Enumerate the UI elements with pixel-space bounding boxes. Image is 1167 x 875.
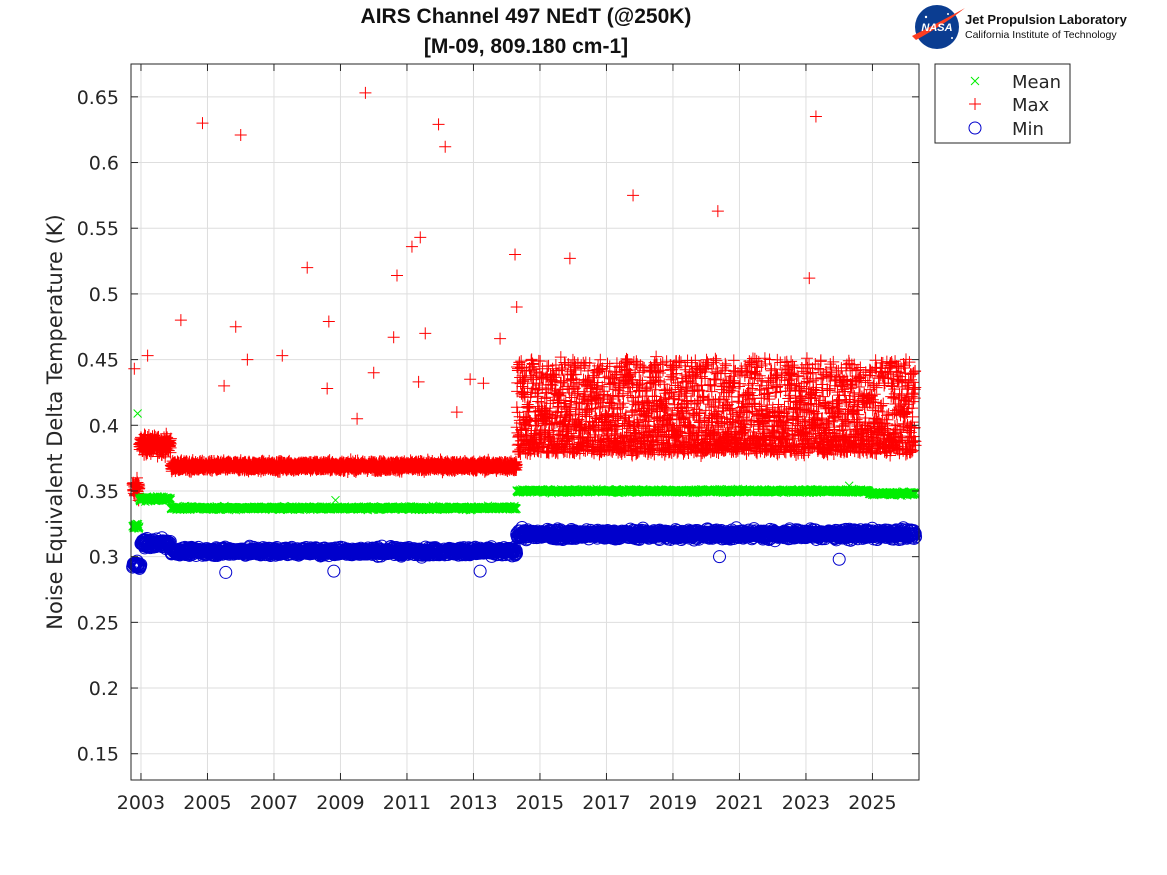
chart-title: AIRS Channel 497 NEdT (@250K)	[361, 5, 692, 28]
logo-name: Jet Propulsion Laboratory	[965, 12, 1128, 27]
data-point-max	[164, 432, 177, 445]
jpl-logo: NASA Jet Propulsion Laboratory Californi…	[912, 5, 1128, 49]
chart-subtitle: [M-09, 809.180 cm-1]	[424, 35, 628, 58]
logo-subtitle: California Institute of Technology	[965, 29, 1117, 41]
data-layer	[126, 86, 923, 579]
nasa-badge-text: NASA	[921, 22, 952, 34]
series-max	[126, 86, 922, 507]
data-point-max	[133, 482, 146, 495]
nasa-swoosh-icon	[912, 8, 965, 40]
